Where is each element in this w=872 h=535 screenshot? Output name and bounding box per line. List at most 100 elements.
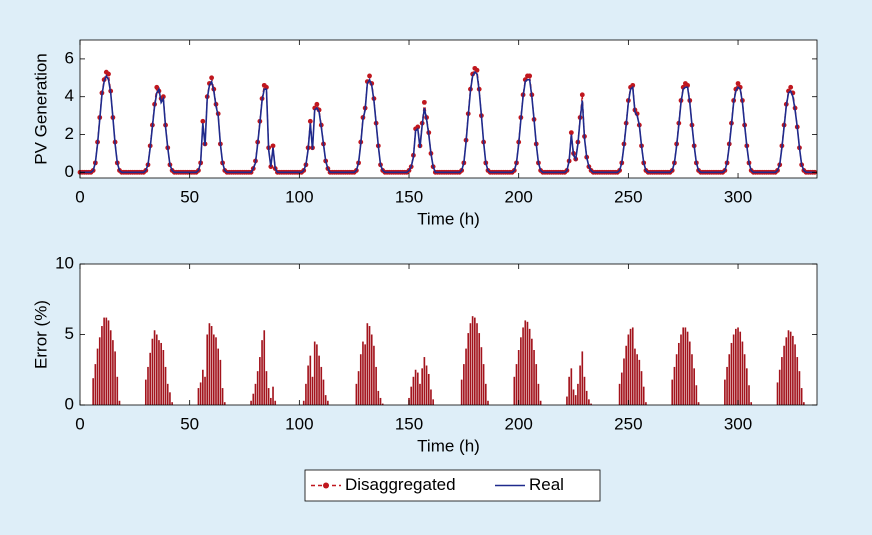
- x-axis-label: Time (h): [417, 209, 480, 228]
- y-tick-label: 6: [65, 48, 74, 67]
- bar: [313, 341, 316, 405]
- bar: [781, 357, 783, 405]
- bar: [368, 326, 371, 405]
- x-tick-label: 100: [285, 187, 313, 206]
- bar: [789, 331, 792, 405]
- bar: [109, 330, 112, 405]
- data-point: [367, 73, 372, 79]
- bar: [147, 366, 149, 405]
- bar: [414, 369, 417, 405]
- bar: [473, 317, 476, 405]
- bar: [803, 402, 805, 405]
- bar: [735, 328, 737, 405]
- bar: [533, 350, 535, 405]
- bar: [322, 379, 325, 405]
- bar: [487, 400, 489, 405]
- bar: [114, 351, 116, 405]
- bar: [730, 342, 733, 405]
- bar: [585, 390, 588, 405]
- data-point: [421, 99, 427, 105]
- bar: [634, 348, 636, 405]
- x-tick-label: 150: [395, 187, 423, 206]
- bar: [577, 383, 579, 405]
- x-tick-label: 100: [285, 414, 313, 433]
- y-tick-label: 4: [65, 86, 74, 105]
- bar: [171, 402, 173, 405]
- bar: [531, 338, 533, 405]
- x-tick-label: 0: [75, 414, 84, 433]
- bar: [741, 341, 744, 405]
- bar: [526, 321, 529, 405]
- bar: [377, 390, 380, 405]
- bar: [537, 383, 540, 405]
- bar: [528, 328, 531, 405]
- bar: [636, 354, 638, 405]
- bar: [208, 323, 211, 405]
- bar: [476, 323, 478, 405]
- x-tick-label: 0: [75, 187, 84, 206]
- x-tick-label: 150: [395, 414, 423, 433]
- bar: [252, 393, 255, 405]
- bar: [256, 371, 259, 405]
- bar: [480, 347, 483, 405]
- bar: [107, 320, 110, 405]
- bar: [144, 379, 147, 405]
- bar: [743, 354, 746, 405]
- axes-frame: [79, 39, 818, 179]
- bar: [217, 348, 220, 405]
- y-tick-label: 5: [65, 324, 74, 343]
- bar: [272, 386, 274, 405]
- bar: [522, 327, 524, 405]
- bar: [693, 368, 695, 405]
- bar: [590, 403, 592, 405]
- bar: [158, 340, 160, 405]
- bar: [263, 330, 266, 405]
- bar: [675, 354, 678, 405]
- bar: [796, 357, 799, 405]
- bar: [787, 330, 790, 405]
- bar: [270, 397, 272, 405]
- legend-marker: [323, 482, 329, 489]
- bar: [724, 379, 726, 405]
- bar: [373, 345, 375, 405]
- data-point: [415, 124, 421, 130]
- bar: [726, 366, 728, 405]
- bar: [430, 389, 432, 405]
- bar: [581, 351, 584, 405]
- bar: [539, 400, 542, 405]
- bar: [94, 364, 97, 405]
- data-point: [106, 71, 111, 77]
- bar: [362, 341, 364, 405]
- bar: [460, 379, 463, 405]
- bar: [618, 383, 621, 405]
- bar: [112, 340, 114, 405]
- legend: Disaggregated Real: [304, 469, 601, 502]
- y-tick-label: 0: [65, 162, 74, 181]
- bar: [482, 364, 485, 405]
- bar: [410, 386, 413, 405]
- data-point: [314, 101, 320, 107]
- bar: [645, 402, 647, 405]
- bar: [570, 368, 573, 405]
- bar: [467, 333, 470, 405]
- bar: [623, 358, 625, 405]
- bar: [484, 383, 487, 405]
- bar: [627, 334, 630, 405]
- bar: [750, 402, 753, 405]
- bar: [366, 323, 369, 405]
- bar: [425, 365, 428, 405]
- bar: [513, 376, 516, 405]
- bar: [118, 400, 121, 405]
- bar: [427, 373, 430, 405]
- x-tick-label: 250: [614, 187, 642, 206]
- bar: [471, 316, 474, 405]
- bar: [416, 372, 419, 405]
- bar: [583, 376, 586, 405]
- bar: [311, 376, 314, 405]
- bar: [215, 337, 217, 405]
- bar: [574, 395, 577, 405]
- legend-label: Disaggregated: [345, 475, 456, 494]
- bar: [202, 369, 204, 405]
- x-tick-label: 300: [724, 414, 752, 433]
